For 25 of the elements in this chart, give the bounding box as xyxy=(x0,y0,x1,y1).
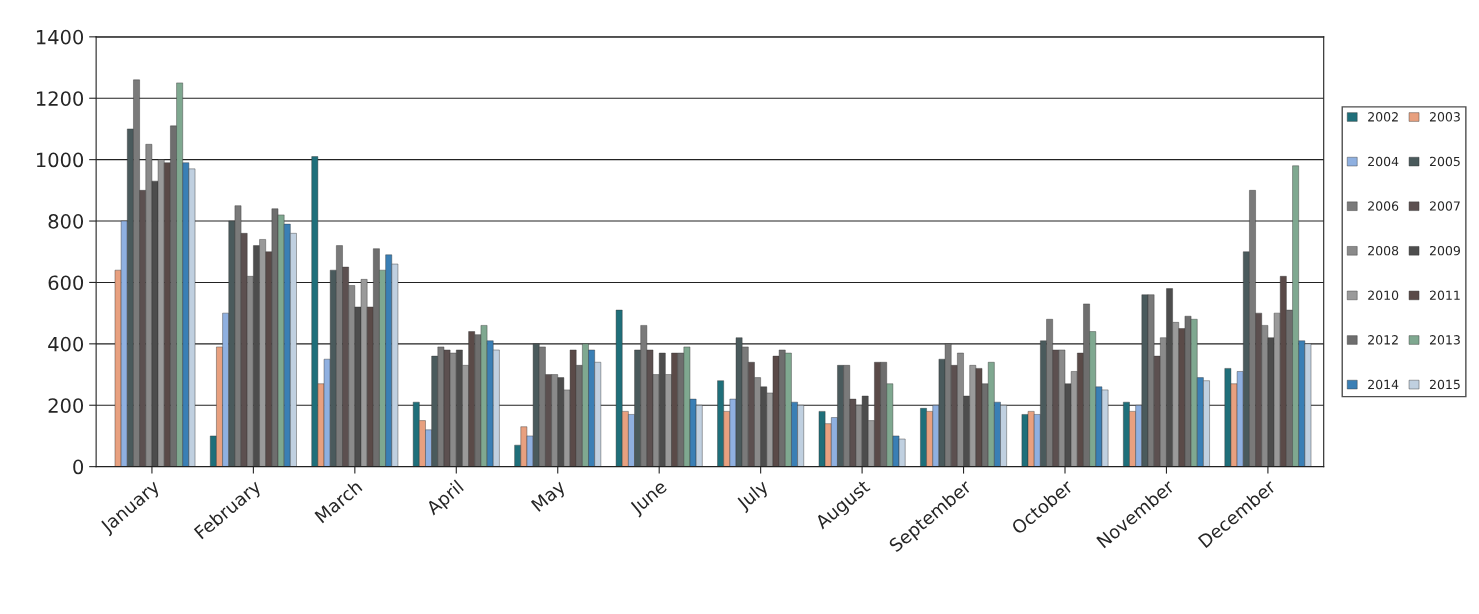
legend-label: 2015 xyxy=(1429,379,1460,390)
y-tick-label: 0 xyxy=(73,459,84,475)
x-tick-label: May xyxy=(530,479,569,515)
legend-label: 2013 xyxy=(1429,335,1460,345)
legend-label: 2010 xyxy=(1368,290,1399,300)
legend-label: 2009 xyxy=(1429,245,1460,256)
y-tick-label: 1200 xyxy=(36,91,84,106)
legend-label: 2005 xyxy=(1429,156,1460,167)
legend-label: 2006 xyxy=(1368,201,1399,211)
legend-label: 2003 xyxy=(1429,112,1460,122)
legend-label: 2012 xyxy=(1368,335,1398,345)
legend-label: 2008 xyxy=(1368,245,1399,256)
y-tick-label: 1000 xyxy=(36,152,84,168)
y-tick-label: 1400 xyxy=(36,29,84,45)
legend-label: 2004 xyxy=(1368,156,1399,167)
y-tick-label: 200 xyxy=(48,398,84,413)
y-tick-label: 600 xyxy=(48,275,84,291)
y-tick-label: 400 xyxy=(48,336,84,352)
legend-label: 2002 xyxy=(1368,112,1398,122)
y-tick-label: 800 xyxy=(48,214,84,229)
legend-label: 2007 xyxy=(1429,201,1460,211)
legend-label: 2011 xyxy=(1429,290,1460,300)
bar xyxy=(1224,368,1232,467)
legend-label: 2014 xyxy=(1368,379,1399,390)
bar xyxy=(311,156,319,467)
